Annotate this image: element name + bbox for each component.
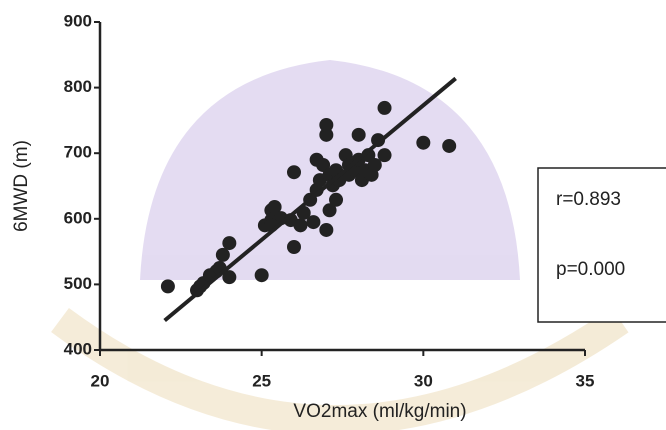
point bbox=[319, 222, 334, 237]
point bbox=[377, 100, 392, 115]
point bbox=[287, 165, 301, 180]
annotation: p=0.000 bbox=[556, 259, 625, 280]
x-tick-label: 20 bbox=[91, 371, 110, 390]
point bbox=[416, 135, 431, 150]
point bbox=[367, 158, 382, 173]
x-tick-label: 25 bbox=[252, 371, 271, 390]
annotation-box bbox=[537, 167, 666, 323]
point bbox=[267, 199, 282, 214]
x-tick-label: 35 bbox=[576, 371, 595, 390]
y-tick-label: 500 bbox=[64, 274, 92, 293]
point bbox=[254, 268, 269, 283]
point bbox=[215, 247, 230, 262]
y-tick-label: 900 bbox=[64, 11, 92, 30]
point bbox=[319, 127, 334, 142]
point bbox=[351, 127, 366, 142]
point bbox=[293, 218, 308, 233]
x-axis-label: VO2max (ml/kg/min) bbox=[293, 401, 466, 422]
point bbox=[442, 138, 457, 153]
point bbox=[222, 236, 237, 251]
point bbox=[377, 148, 392, 163]
y-axis-label: 6MWD (m) bbox=[11, 140, 32, 232]
y-tick-label: 700 bbox=[64, 143, 92, 162]
y-tick-label: 800 bbox=[64, 77, 92, 96]
x-tick-label: 30 bbox=[414, 371, 433, 390]
point bbox=[287, 240, 301, 255]
y-tick-label: 600 bbox=[64, 208, 92, 227]
point bbox=[319, 117, 334, 132]
point bbox=[306, 215, 321, 230]
annotation: r=0.893 bbox=[556, 189, 621, 210]
point bbox=[222, 270, 237, 285]
fit-line bbox=[163, 76, 457, 323]
point bbox=[160, 279, 175, 294]
point bbox=[329, 192, 344, 207]
point bbox=[322, 203, 337, 218]
watermark bbox=[51, 60, 629, 430]
y-tick-label: 400 bbox=[64, 339, 92, 358]
